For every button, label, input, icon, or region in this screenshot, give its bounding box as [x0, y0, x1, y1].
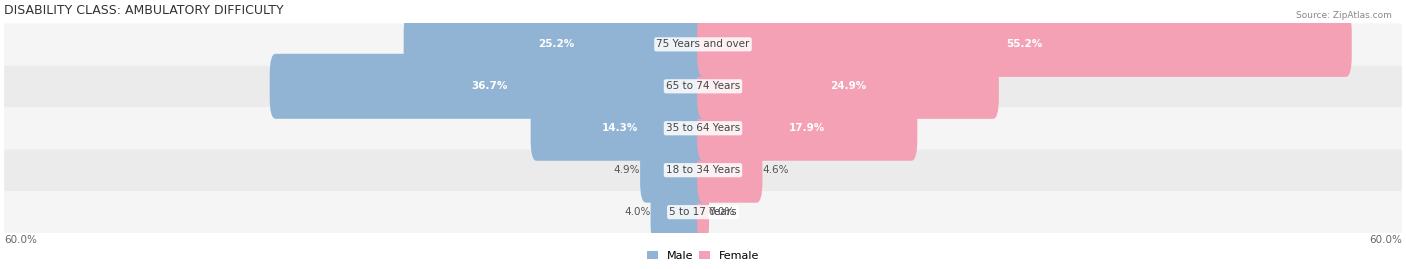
Text: 4.0%: 4.0%: [624, 207, 651, 217]
Text: 75 Years and over: 75 Years and over: [657, 39, 749, 49]
FancyBboxPatch shape: [697, 138, 762, 203]
Text: 14.3%: 14.3%: [602, 123, 638, 133]
FancyBboxPatch shape: [4, 191, 1402, 233]
FancyBboxPatch shape: [270, 54, 709, 119]
FancyBboxPatch shape: [4, 107, 1402, 149]
Text: 35 to 64 Years: 35 to 64 Years: [666, 123, 740, 133]
FancyBboxPatch shape: [640, 138, 709, 203]
Text: 4.9%: 4.9%: [613, 165, 640, 175]
FancyBboxPatch shape: [697, 54, 998, 119]
Text: 17.9%: 17.9%: [789, 123, 825, 133]
FancyBboxPatch shape: [404, 12, 709, 77]
Text: 36.7%: 36.7%: [471, 81, 508, 91]
Text: 60.0%: 60.0%: [4, 235, 37, 245]
Text: DISABILITY CLASS: AMBULATORY DIFFICULTY: DISABILITY CLASS: AMBULATORY DIFFICULTY: [4, 4, 284, 17]
Text: 55.2%: 55.2%: [1007, 39, 1043, 49]
FancyBboxPatch shape: [530, 96, 709, 161]
FancyBboxPatch shape: [651, 180, 709, 245]
FancyBboxPatch shape: [697, 180, 709, 245]
Text: 18 to 34 Years: 18 to 34 Years: [666, 165, 740, 175]
Text: 0.0%: 0.0%: [709, 207, 735, 217]
FancyBboxPatch shape: [697, 12, 1351, 77]
FancyBboxPatch shape: [4, 23, 1402, 65]
Text: 65 to 74 Years: 65 to 74 Years: [666, 81, 740, 91]
FancyBboxPatch shape: [4, 149, 1402, 191]
Text: 4.6%: 4.6%: [762, 165, 789, 175]
FancyBboxPatch shape: [697, 96, 917, 161]
Text: Source: ZipAtlas.com: Source: ZipAtlas.com: [1296, 11, 1392, 20]
Text: 25.2%: 25.2%: [538, 39, 575, 49]
Text: 60.0%: 60.0%: [1369, 235, 1402, 245]
Legend: Male, Female: Male, Female: [643, 246, 763, 265]
Text: 24.9%: 24.9%: [830, 81, 866, 91]
FancyBboxPatch shape: [4, 65, 1402, 107]
Text: 5 to 17 Years: 5 to 17 Years: [669, 207, 737, 217]
